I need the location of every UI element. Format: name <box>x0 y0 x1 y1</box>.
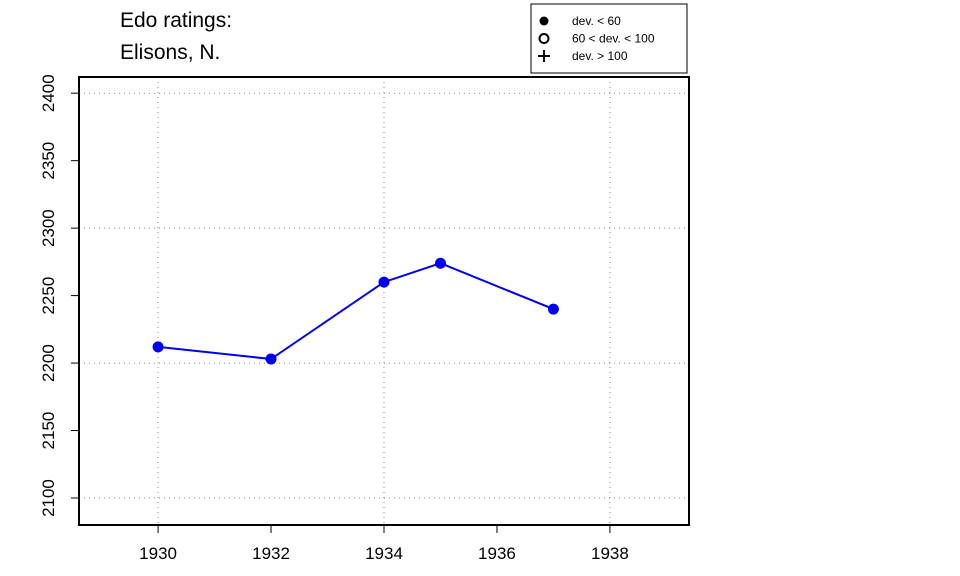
data-point <box>547 303 559 315</box>
data-point <box>265 353 277 365</box>
legend-label-0: dev. < 60 <box>572 14 621 28</box>
y-tick-label: 2400 <box>39 74 58 112</box>
series-layer <box>152 257 559 365</box>
legend-label-2: dev. > 100 <box>572 49 628 63</box>
data-point <box>434 257 446 269</box>
x-tick-label: 1930 <box>139 544 177 563</box>
y-tick-label: 2200 <box>39 344 58 382</box>
x-tick-label: 1936 <box>478 544 516 563</box>
legend-plus-icon <box>538 50 550 62</box>
grid-lines <box>79 77 689 525</box>
x-tick-label: 1934 <box>365 544 403 563</box>
x-tick-label: 1938 <box>591 544 629 563</box>
y-tick-label: 2250 <box>39 277 58 315</box>
legend-filled-circle-icon <box>539 16 549 26</box>
y-tick-label: 2350 <box>39 142 58 180</box>
chart-title-line-1: Edo ratings: <box>120 9 233 32</box>
y-tick-label: 2300 <box>39 209 58 247</box>
y-axis: 2100 2150 2200 2250 2300 2350 2400 <box>39 74 79 517</box>
legend-box <box>530 3 688 74</box>
legend-open-circle-icon <box>538 33 550 44</box>
x-axis: 1930 1932 1934 1936 1938 <box>139 525 629 563</box>
data-point <box>152 341 164 353</box>
y-tick-label: 2150 <box>39 412 58 450</box>
series-line <box>157 262 554 361</box>
data-point <box>378 276 390 288</box>
y-tick-label: 2100 <box>39 479 58 517</box>
legend: dev. < 60 60 < dev. < 100 dev. > 100 <box>530 3 688 74</box>
chart-title-line-2: Elisons, N. <box>120 41 221 64</box>
legend-label-1: 60 < dev. < 100 <box>572 32 655 46</box>
x-tick-label: 1932 <box>252 544 290 563</box>
